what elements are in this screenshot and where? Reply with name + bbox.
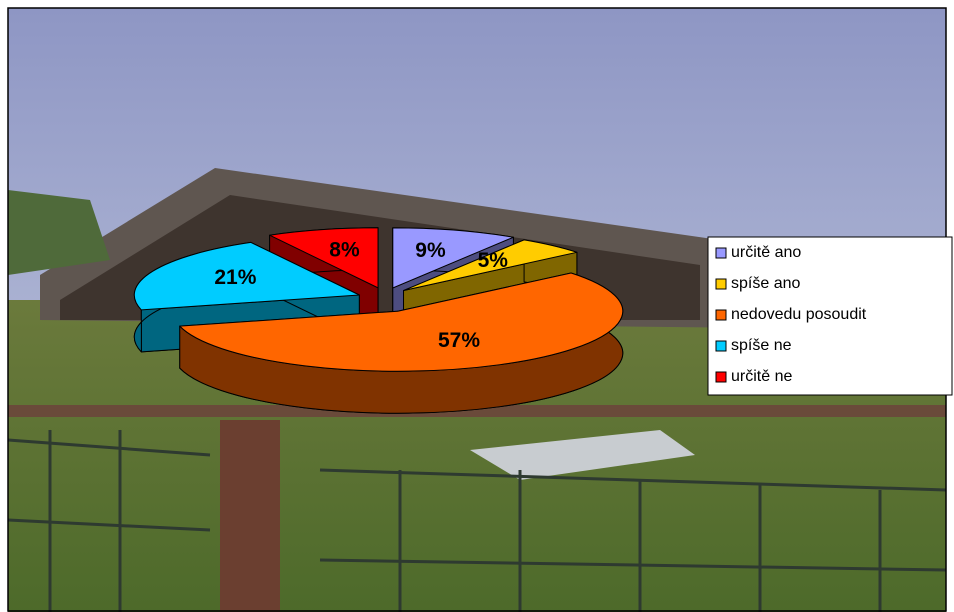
legend-swatch	[715, 340, 727, 352]
value-label: 57%	[438, 329, 480, 352]
slice-top	[392, 227, 514, 289]
value-label: 9%	[415, 239, 446, 262]
legend-label: určitě ne	[731, 368, 792, 385]
slice-top	[133, 241, 360, 311]
value-label: 8%	[329, 238, 360, 261]
legend-label: spíše ne	[731, 337, 792, 354]
slice	[179, 272, 624, 414]
legend-label: nedovedu posoudit	[731, 306, 867, 323]
legend-swatch	[715, 278, 727, 290]
slice-top	[179, 272, 624, 372]
legend-swatch	[715, 309, 727, 321]
legend-swatch	[715, 371, 727, 383]
pie: 9% 5% 57% 21% 8%	[133, 227, 624, 414]
legend-label: určitě ano	[731, 244, 801, 261]
value-label: 5%	[478, 249, 509, 272]
legend: určitě ano spíše ano nedovedu posoudit spíš…	[707, 236, 953, 396]
value-label: 21%	[214, 266, 256, 289]
slice-top	[269, 227, 379, 289]
slice-top	[403, 239, 578, 292]
legend-box	[707, 236, 953, 396]
legend-swatch	[715, 247, 727, 259]
legend-label: spíše ano	[731, 275, 800, 292]
